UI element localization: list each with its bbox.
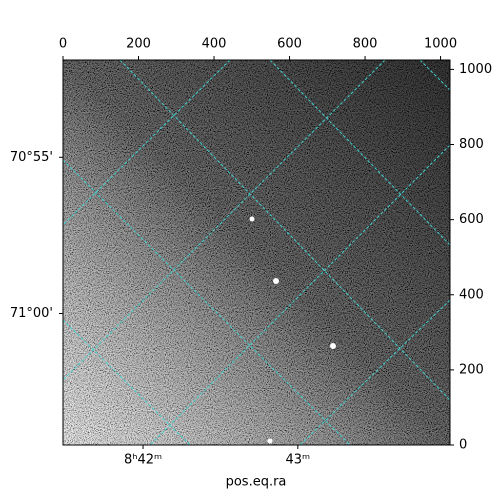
y-tick-label: 0 — [459, 438, 467, 453]
ra-tick-label: 43ᵐ — [286, 453, 311, 468]
y-tick-label: 800 — [459, 137, 484, 152]
sky-image — [63, 60, 450, 445]
x-axis-label: pos.eq.ra — [226, 475, 287, 490]
y-tick-label: 1000 — [459, 62, 492, 77]
x-tick-label: 1000 — [424, 37, 457, 52]
x-tick-label: 0 — [59, 37, 67, 52]
x-tick-label: 800 — [353, 37, 378, 52]
plot-frame — [62, 59, 451, 446]
coordinate-grid — [63, 60, 450, 445]
ra-tick-label: 8ʰ42ᵐ — [124, 453, 162, 468]
dec-tick-label: 71°00' — [10, 306, 53, 321]
y-tick-label: 200 — [459, 362, 484, 377]
x-tick-label: 200 — [126, 37, 151, 52]
dec-tick-label: 70°55' — [10, 150, 53, 165]
y-tick-label: 600 — [459, 212, 484, 227]
x-tick-label: 400 — [202, 37, 227, 52]
y-tick-label: 400 — [459, 287, 484, 302]
x-tick-label: 600 — [277, 37, 302, 52]
